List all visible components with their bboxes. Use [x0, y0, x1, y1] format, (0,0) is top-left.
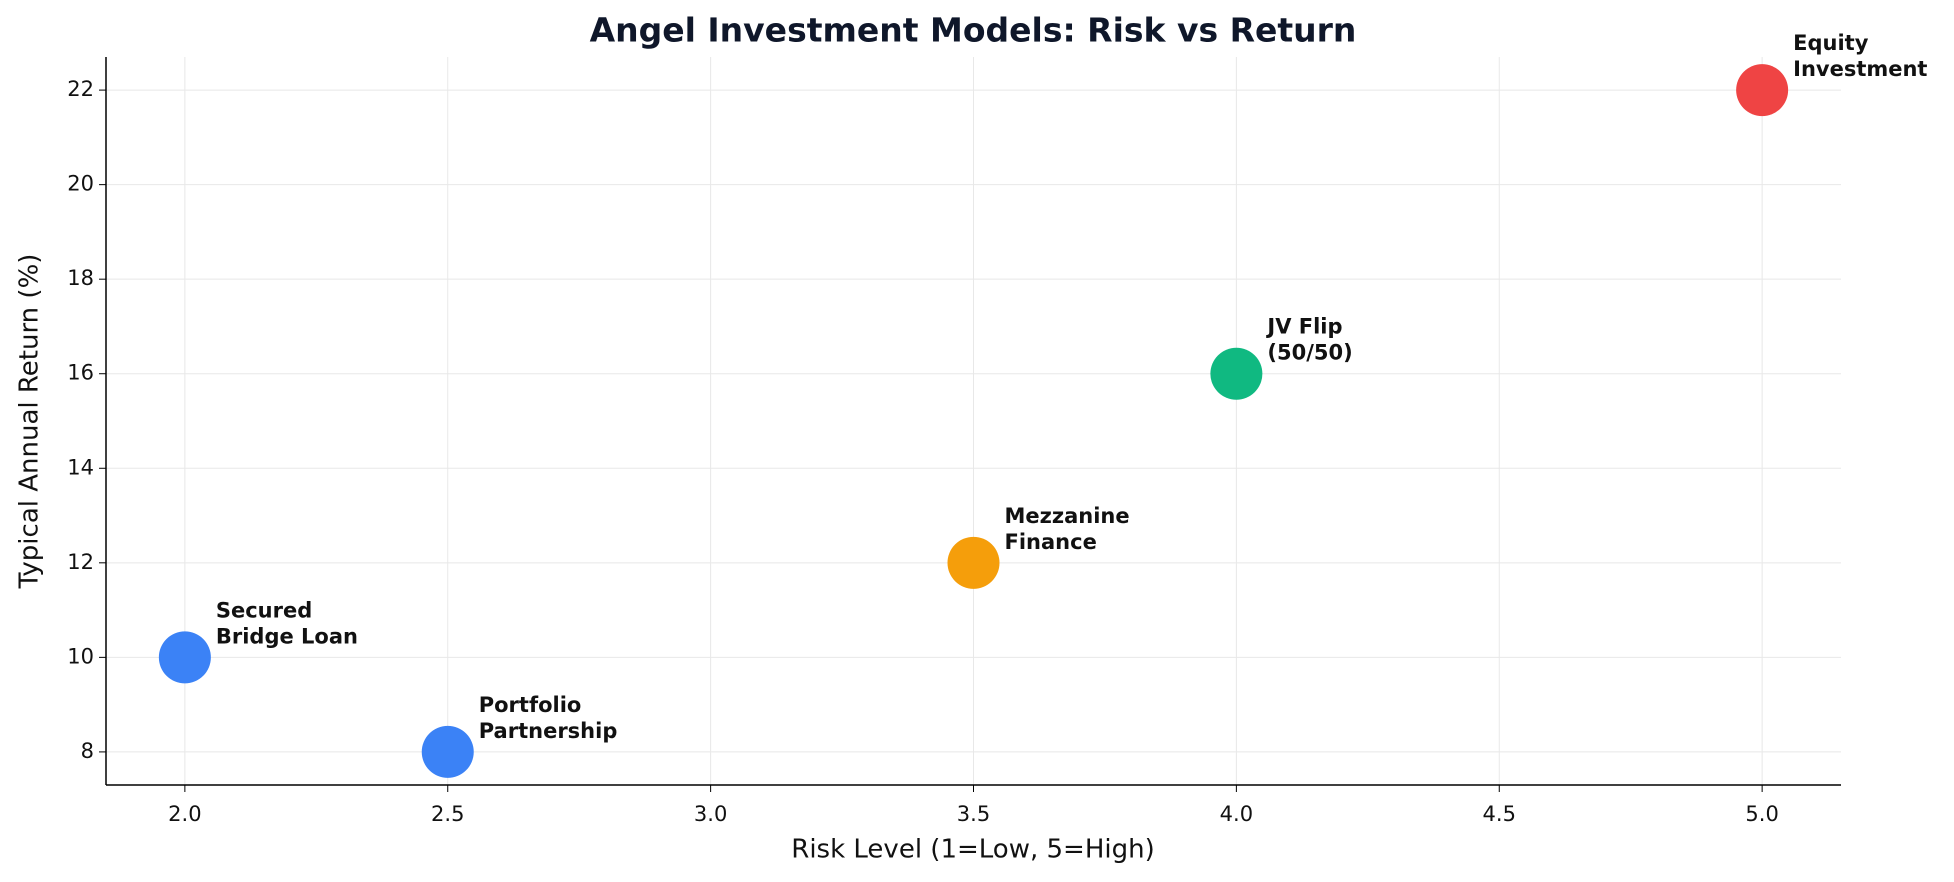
x-tick-label: 2.5	[431, 802, 464, 826]
point	[1210, 347, 1263, 400]
point	[421, 725, 474, 778]
x-tick-label: 2.0	[168, 802, 201, 826]
y-tick-label: 12	[67, 550, 94, 574]
point	[947, 536, 1000, 589]
point-label: Secured Bridge Loan	[216, 598, 358, 648]
point	[1736, 64, 1789, 117]
y-tick-label: 10	[67, 644, 94, 668]
point-label: Portfolio Partnership	[479, 693, 618, 743]
x-tick-label: 4.5	[1483, 802, 1516, 826]
x-tick-label: 5.0	[1745, 802, 1778, 826]
y-tick-label: 20	[67, 172, 94, 196]
chart-title: Angel Investment Models: Risk vs Return	[590, 11, 1357, 50]
y-axis-label: Typical Annual Return (%)	[15, 254, 45, 590]
point-label: Equity Investment	[1793, 31, 1927, 81]
point-label: JV Flip (50/50)	[1265, 315, 1352, 365]
y-tick-label: 22	[67, 77, 94, 101]
x-tick-label: 3.0	[694, 802, 727, 826]
x-tick-label: 3.5	[957, 802, 990, 826]
y-tick-label: 14	[67, 455, 94, 479]
x-axis-label: Risk Level (1=Low, 5=High)	[791, 835, 1154, 865]
point	[158, 631, 211, 684]
y-tick-label: 16	[67, 361, 94, 385]
x-tick-label: 4.0	[1220, 802, 1253, 826]
y-tick-label: 18	[67, 266, 94, 290]
y-tick-label: 8	[81, 739, 94, 763]
point-label: Mezzanine Finance	[1005, 504, 1130, 554]
